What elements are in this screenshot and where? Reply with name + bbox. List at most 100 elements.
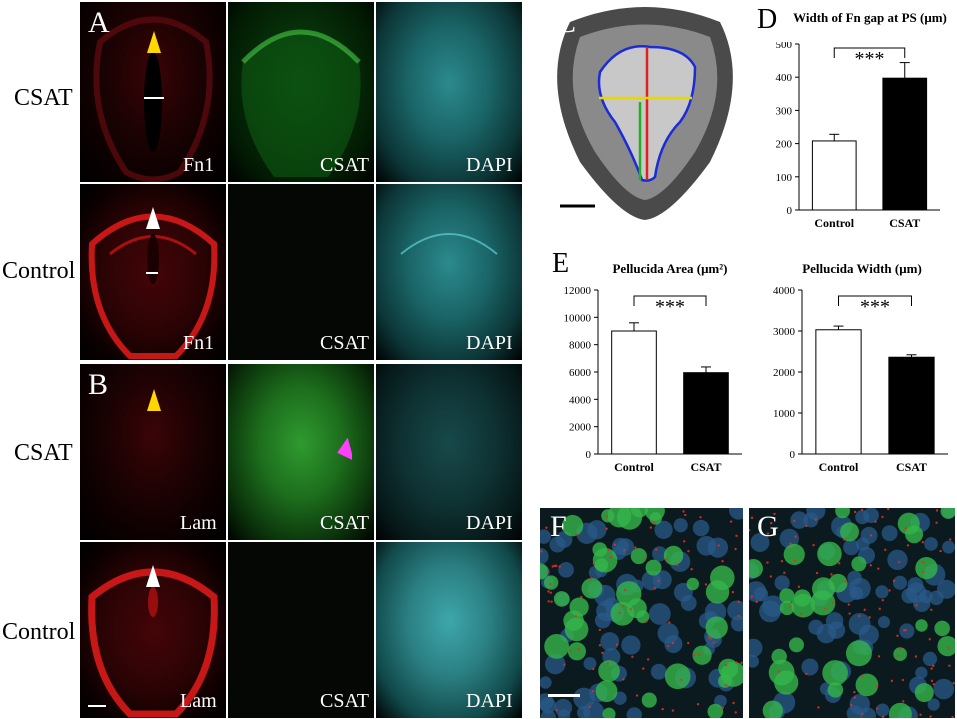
nucleus-blob [650, 663, 667, 680]
chart-d-title: Width of Fn gap at PS (μm) [793, 10, 947, 25]
nucleus-blob [774, 575, 790, 591]
red-puncta [574, 615, 578, 618]
red-puncta [592, 562, 596, 565]
red-puncta [794, 535, 797, 538]
cell-blob [822, 660, 848, 686]
red-puncta [850, 703, 853, 707]
red-puncta [881, 715, 885, 718]
cell-blob [779, 588, 795, 604]
red-puncta [622, 604, 625, 608]
red-puncta [898, 560, 901, 564]
nucleus-blob [881, 525, 898, 542]
significance-bracket [833, 47, 906, 58]
red-puncta [547, 590, 550, 593]
red-puncta [591, 690, 595, 693]
cell-blob [940, 508, 955, 519]
scale-bar [88, 705, 106, 707]
panel-letter-f: F [550, 510, 567, 543]
red-puncta [699, 516, 702, 519]
chart-e1-title: Pellucida Area (μm²) [612, 261, 728, 276]
red-puncta [777, 670, 781, 673]
nucleus-blob [749, 654, 759, 668]
red-puncta [832, 601, 835, 604]
cell-blob [602, 707, 616, 718]
y-tick-label: 4000 [773, 285, 796, 297]
cell-blob [616, 581, 642, 607]
red-puncta [951, 716, 954, 718]
nucleus-blob [779, 528, 800, 549]
channel-label: Lam [180, 512, 217, 534]
nucleus-blob [728, 508, 743, 520]
red-puncta [843, 538, 846, 541]
cell-blob [543, 575, 559, 590]
channel-label: Lam [180, 690, 217, 712]
red-puncta [606, 662, 609, 665]
nucleus-blob [877, 616, 891, 629]
red-puncta [555, 708, 559, 712]
cell-blob [645, 559, 662, 576]
nucleus-blob [621, 635, 641, 655]
red-puncta [563, 663, 566, 666]
cell-blob [934, 620, 950, 637]
red-puncta [898, 647, 902, 650]
red-puncta [824, 607, 827, 610]
row-label-a-control: Control [2, 258, 76, 284]
cell-blob [893, 647, 907, 661]
red-puncta [815, 571, 819, 575]
red-puncta [682, 510, 685, 513]
yellow-arrowhead-icon [147, 31, 161, 53]
nucleus-blob [892, 575, 908, 590]
nucleus-blob [540, 676, 552, 689]
red-puncta [687, 641, 690, 645]
red-puncta [877, 567, 880, 570]
red-puncta [683, 540, 686, 543]
micrograph-g-confocal: G [749, 508, 955, 718]
y-tick-label: 0 [787, 205, 793, 217]
red-puncta [592, 667, 595, 671]
red-puncta [814, 518, 818, 521]
red-puncta [805, 524, 808, 528]
red-puncta [881, 598, 884, 602]
red-puncta [789, 542, 792, 545]
y-tick-label: 400 [776, 72, 793, 84]
red-puncta [901, 678, 905, 682]
red-puncta [615, 643, 619, 646]
nucleus-blob [924, 537, 938, 551]
cell-blob [540, 563, 549, 580]
red-puncta [948, 664, 951, 667]
cell-blob [553, 591, 570, 607]
red-puncta [830, 573, 833, 576]
red-puncta [817, 706, 820, 709]
yellow-arrowhead-icon [147, 389, 161, 411]
red-puncta [555, 564, 558, 568]
channel-label: CSAT [320, 154, 369, 176]
red-puncta [634, 546, 637, 549]
panel-letter-c: C [556, 6, 577, 39]
red-puncta [655, 548, 658, 551]
cell-blob [840, 522, 860, 542]
micrograph-f-confocal: F [540, 508, 743, 718]
red-puncta [930, 667, 933, 670]
red-puncta [671, 709, 675, 712]
red-puncta [888, 589, 891, 592]
nucleus-blob [749, 581, 767, 602]
micrograph-a-control-fn1: Fn1 [80, 184, 226, 360]
nucleus-blob [587, 520, 607, 540]
red-puncta [642, 667, 645, 670]
red-puncta [780, 559, 784, 563]
nucleus-blob [554, 698, 573, 717]
red-puncta [601, 651, 604, 655]
channel-label: Fn1 [183, 154, 215, 176]
magenta-arrowhead-icon [337, 438, 352, 461]
red-puncta [884, 548, 887, 552]
red-puncta [690, 567, 693, 571]
red-puncta [737, 614, 741, 618]
red-puncta [800, 612, 803, 616]
red-puncta [707, 636, 711, 639]
y-tick-label: 4000 [569, 394, 592, 406]
cell-blob [707, 703, 724, 718]
bar-csat [888, 356, 935, 455]
red-puncta [575, 533, 578, 536]
red-puncta [668, 621, 671, 624]
red-puncta [623, 588, 627, 592]
